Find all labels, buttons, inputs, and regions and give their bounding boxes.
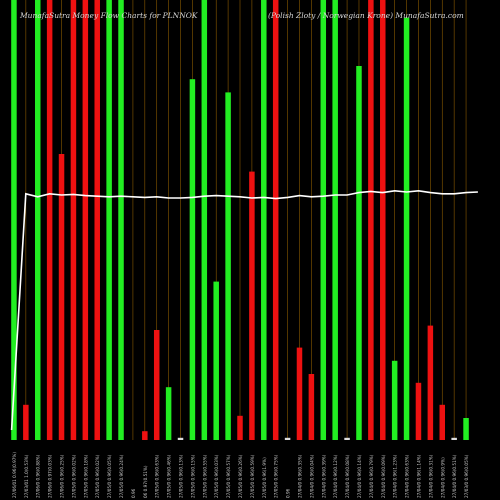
x-tick-label: 27/03/01 1.0(0.53%) [24,454,29,498]
x-tick-label: 27/06/0 0.96(0.25%) [60,454,65,498]
flow-bar [153,330,160,440]
flow-bar [451,437,457,440]
flow-bar [261,0,267,440]
flow-bar [368,0,374,440]
flow-bar [142,431,148,440]
flow-bar [94,0,100,440]
flow-bar [391,360,398,440]
x-tick-label: 27/04/0 0.96(0.04%) [309,454,314,498]
flow-bar [284,437,291,440]
x-tick-label: 27/04/0 0.96(0.39%) [321,454,326,498]
flow-bar [332,0,338,440]
flow-bar [23,404,29,440]
flow-bar [58,154,65,440]
x-tick-label: 27/04/0 0.96(1.14%) [416,454,421,498]
x-tick-label: 27/05/0 0.96(0.26%) [238,454,243,498]
x-tick-label: 0.96 [131,488,136,498]
x-tick-label: 27/04/0 0.96(0.12%) [333,454,338,498]
flow-bar [427,325,434,440]
flow-bar [225,92,231,441]
flow-bar [189,79,196,440]
flow-bar [344,437,350,440]
x-tick-label: 27/04/0 0.96(0.79%) [369,454,374,498]
x-tick-label: 27/05/0 0.96(1.9%) [262,457,267,498]
x-tick-label: 27/06/0 0.96(0.88%) [36,454,41,498]
x-tick-label: 27/05/0 0.96(0.15%) [190,454,195,498]
flow-bar [213,281,219,440]
flow-bar [177,437,184,440]
flow-bar [403,17,410,440]
flow-bar [46,0,53,440]
flow-bar [249,171,255,440]
flow-bar [356,66,362,440]
flow-bar [118,0,124,440]
x-tick-label: 27/05/0 0.96(0.24%) [119,454,124,498]
flow-bar [165,387,172,440]
flow-bar [308,374,315,440]
flow-bar [463,418,469,440]
x-tick-label: 27/04/0 0.96(1.23%) [393,454,398,498]
x-tick-label: 27/05/0 0.96(0.63%) [155,454,160,498]
x-tick-label: 27/05/0 0.96(0.02%) [71,454,76,498]
x-tick-label: 27/04/0 0.96(0.63%) [405,454,410,498]
flow-bar [380,0,386,440]
x-tick-label: 27/04/0 0.96(0.09%) [381,454,386,498]
flow-bar [201,0,208,440]
flow-bar [272,0,279,440]
x-tick-label: 27/04/0 0.96(0.35%) [297,454,302,498]
flow-bar [439,404,446,440]
x-tick-label: 27/05/0 0.96(0.75%) [274,454,279,498]
x-tick-label: 27/04/0 0.96(0.14%) [357,454,362,498]
flow-bar [415,382,422,440]
flow-bar [320,0,327,440]
flow-bar [296,347,303,440]
x-tick-label: 27/05/0 0.96(0.55%) [202,454,207,498]
x-tick-label: 27/06/01 0.96(0.97%) [12,452,17,498]
flow-bar [237,415,243,440]
x-tick-label: 27/03/0 0.96(0.05%) [464,454,469,498]
x-tick-label: 27/05/0 0.96(0.03%) [214,454,219,498]
x-tick-label: 27/05/0 0.96(0.57%) [226,454,231,498]
price-line [10,189,478,431]
flow-bar [11,0,17,440]
flow-bar [106,0,112,440]
x-tick-label: 0.96 [286,488,291,498]
x-tick-label: 27/04/0 0.96(0.31%) [428,454,433,498]
x-tick-label: 27/04/0 0.96(0.9%) [440,457,445,498]
x-tick-label: 27/06/0 0.97(0.03%) [48,454,53,498]
x-tick-label: 27/04/0 0.96(0.51%) [452,454,457,498]
x-tick-label: 27/05/0 0.96(0.18%) [83,454,88,498]
chart-subtitle: (Polish Zloty / Norwegian Krone) MunafaS… [268,11,464,20]
x-tick-label: 27/05/0 0.96(0.13%) [179,454,184,498]
flow-bar [34,0,41,440]
x-tick-label: 27/05/0 0.96(0.02%) [95,454,100,498]
chart-title: MunafaSutra Money Flow Charts for PLNNOK [20,11,198,20]
flow-bar [70,0,77,440]
x-tick-label: 27/05/0 0.96(0.59%) [250,454,255,498]
x-tick-label: 27/04/0 0.96(0.08%) [345,454,350,498]
x-tick-label: 27/05/0 0.96(0.46%) [167,454,172,498]
x-tick-label: 06 0.97(0.51%) [143,465,148,498]
x-tick-label: 27/05/0 0.96(0.05%) [107,454,112,498]
flow-bar [82,0,89,440]
